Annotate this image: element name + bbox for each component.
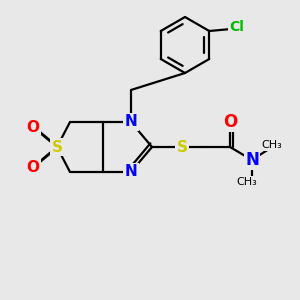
Text: S: S: [176, 140, 188, 154]
Text: O: O: [26, 160, 40, 175]
Text: CH₃: CH₃: [262, 140, 282, 150]
Text: N: N: [245, 151, 259, 169]
Text: O: O: [223, 113, 237, 131]
Text: CH₃: CH₃: [237, 177, 257, 187]
Text: N: N: [124, 164, 137, 179]
Text: N: N: [124, 115, 137, 130]
Text: Cl: Cl: [229, 20, 244, 34]
Text: S: S: [52, 140, 62, 154]
Text: O: O: [26, 119, 40, 134]
